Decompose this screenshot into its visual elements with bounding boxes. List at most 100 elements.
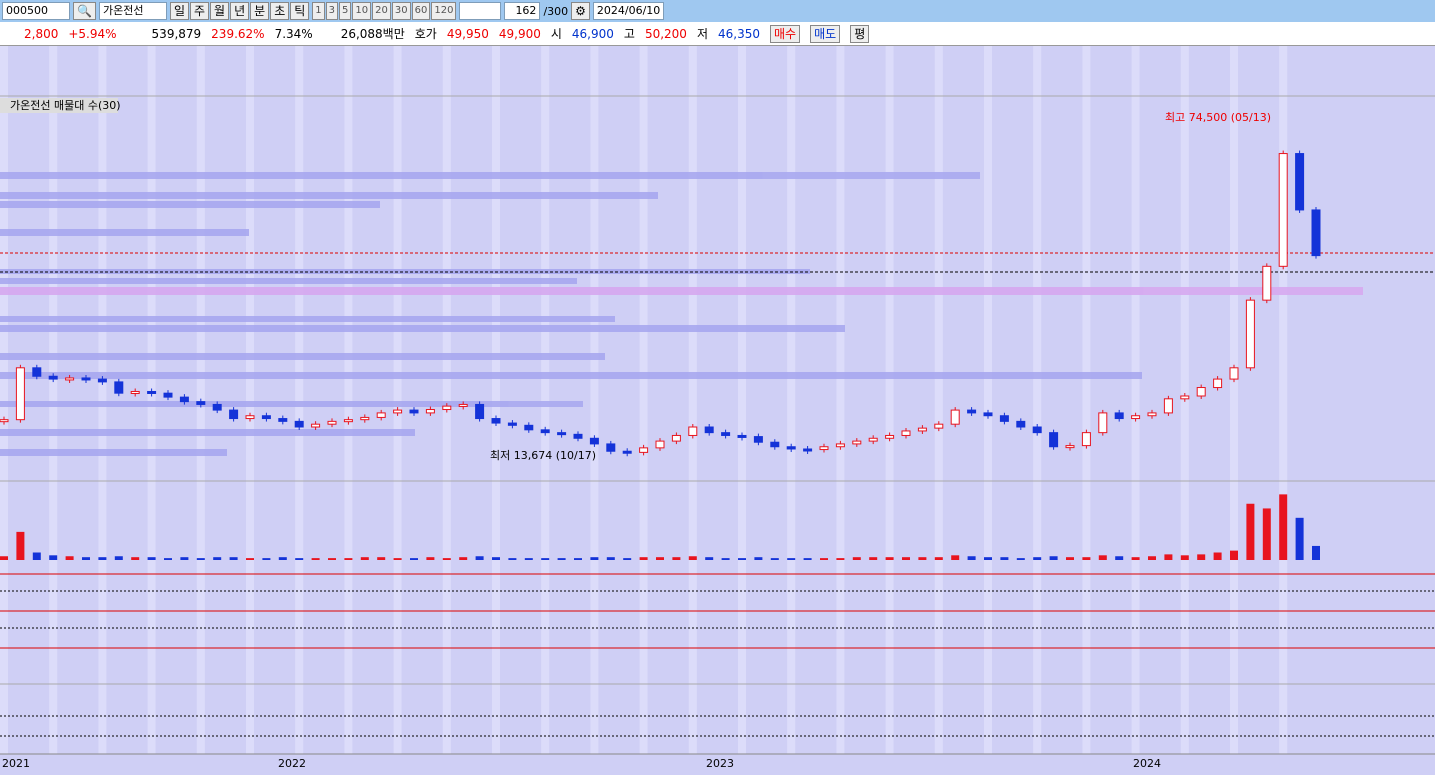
volume-bar — [49, 555, 58, 560]
volume-bar — [1312, 545, 1320, 560]
tool[interactable]: ⚙ — [571, 2, 590, 20]
stripe — [934, 46, 943, 754]
legend-box — [0, 98, 118, 113]
volume-bar — [590, 557, 599, 560]
interval-button[interactable]: 20 — [372, 2, 391, 20]
stripe — [246, 46, 254, 754]
marks — [0, 150, 1321, 560]
interval-input[interactable] — [459, 2, 502, 20]
stripe — [639, 46, 648, 754]
profile-bar — [0, 172, 980, 179]
stripe — [1230, 46, 1238, 754]
interval-button[interactable]: 1 — [312, 2, 325, 20]
candle — [491, 418, 501, 424]
legend: 가온전선 매물대 수(30) — [10, 99, 121, 112]
volume: 539,879 — [151, 26, 202, 41]
period-button[interactable]: 주 — [190, 2, 210, 20]
volume-bar — [82, 557, 90, 560]
candle — [212, 403, 222, 411]
volume-bar — [328, 558, 336, 560]
volume-bar — [1230, 550, 1238, 560]
volume-bar — [574, 558, 582, 560]
volume-bar — [885, 557, 894, 560]
sell-button[interactable]: 매도 — [810, 24, 841, 43]
candle — [704, 426, 714, 434]
volume-bar — [951, 555, 960, 560]
profile-bar — [0, 325, 845, 332]
stripe — [344, 46, 353, 754]
interval-button[interactable]: 5 — [339, 2, 352, 20]
profile-bar — [0, 229, 249, 236]
candle — [901, 430, 911, 436]
interval-button[interactable]: 3 — [325, 2, 339, 20]
candle — [655, 440, 665, 449]
period-button[interactable]: 년 — [230, 2, 250, 20]
stripe — [1279, 46, 1288, 754]
interval-button[interactable]: 10 — [352, 2, 372, 20]
candle — [622, 450, 632, 454]
profile-bar — [0, 449, 227, 456]
candle — [294, 420, 304, 428]
volume-bar — [869, 557, 878, 560]
volume-bar — [1295, 517, 1304, 560]
profile-bar — [0, 316, 615, 322]
candle — [573, 433, 583, 439]
stock-name[interactable]: 가온전선 — [98, 2, 167, 20]
avg-button[interactable]: 평 — [850, 24, 870, 43]
period-button[interactable]: 초 — [270, 2, 290, 20]
candle — [639, 447, 649, 453]
stripe — [738, 46, 746, 754]
candle — [1262, 265, 1272, 301]
candle — [278, 418, 288, 422]
turnover: 7.34% — [274, 26, 313, 41]
period-button[interactable]: 월 — [210, 2, 230, 20]
candle — [507, 422, 517, 426]
volume-bar — [1262, 508, 1271, 560]
date[interactable]: 2024/06/10 — [592, 2, 665, 20]
candle — [885, 434, 895, 439]
period-button[interactable]: 분 — [250, 2, 270, 20]
volume-bar — [246, 558, 254, 560]
change-pct: +5.94% — [68, 26, 117, 41]
code[interactable]: 000500 — [2, 2, 70, 20]
candle — [589, 437, 599, 445]
candle — [835, 443, 845, 448]
volume-bar — [360, 557, 369, 560]
buy-button[interactable]: 매수 — [770, 24, 801, 43]
volume-bar — [524, 558, 533, 560]
candle — [1229, 367, 1239, 380]
candle — [999, 415, 1009, 422]
candle — [425, 409, 435, 414]
candle — [0, 419, 9, 423]
volume-bar — [229, 557, 238, 560]
x-tick-label: 2023 — [706, 757, 734, 770]
candle — [147, 390, 157, 394]
interval-button[interactable]: 30 — [391, 2, 411, 20]
period-button[interactable]: 틱 — [290, 2, 310, 20]
interval-button[interactable]: 120 — [431, 2, 457, 20]
volume-bar — [787, 558, 796, 560]
interval-button[interactable]: 60 — [411, 2, 431, 20]
chart-bg — [0, 46, 1435, 775]
candle — [1131, 415, 1141, 420]
candle — [1245, 299, 1255, 369]
candle — [475, 403, 485, 420]
search[interactable]: 🔍 — [73, 2, 96, 20]
candle — [803, 448, 813, 452]
stripe — [49, 46, 58, 754]
period-button[interactable]: 일 — [169, 2, 189, 20]
candle — [343, 419, 353, 423]
candle — [360, 416, 370, 421]
volume-bar — [852, 557, 861, 560]
candle — [245, 415, 255, 420]
volume-bar — [1066, 557, 1074, 560]
intervals: 1 3 5 10 20 30 60 120 — [312, 2, 457, 20]
candle — [1049, 432, 1059, 448]
volume-bar — [475, 556, 484, 560]
candle — [1278, 153, 1288, 267]
candle — [179, 396, 189, 403]
count[interactable]: 162 — [504, 2, 541, 20]
volume-bar — [32, 552, 41, 560]
